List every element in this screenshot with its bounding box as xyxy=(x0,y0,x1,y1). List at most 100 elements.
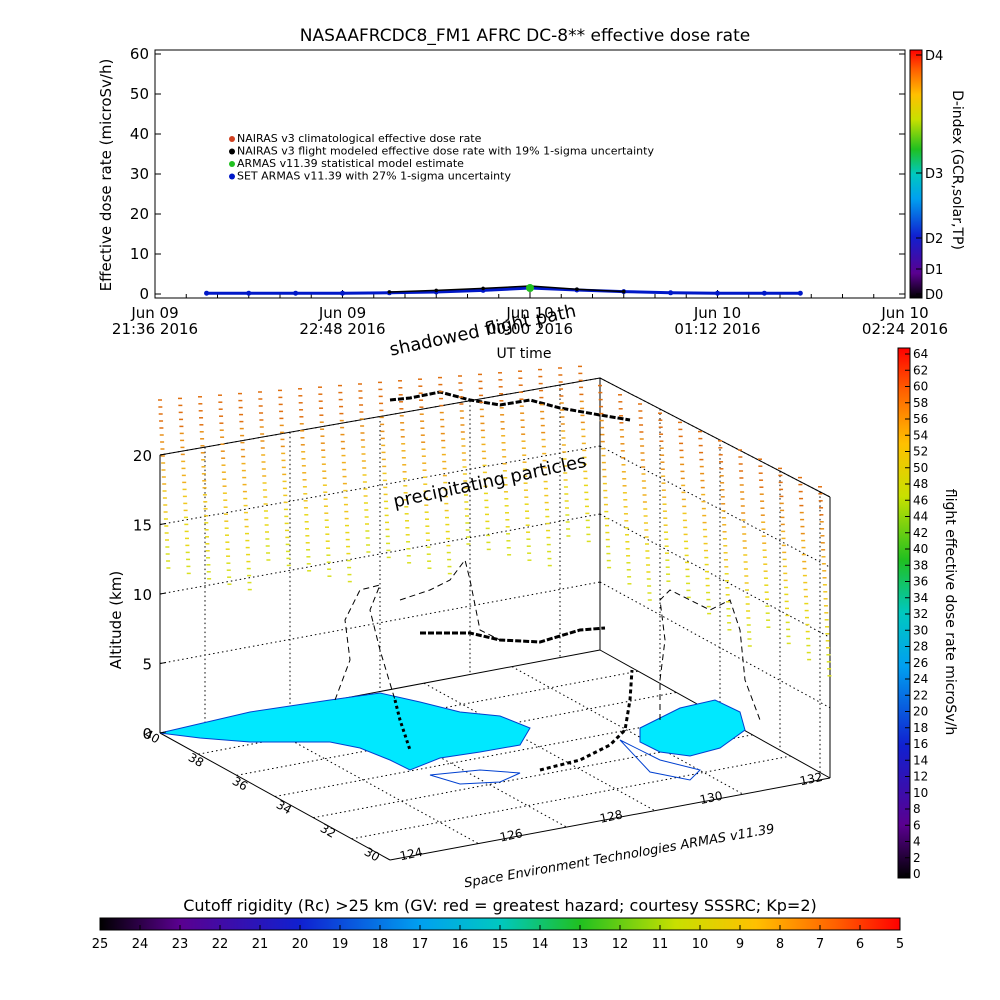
rc-tick-label: 10 xyxy=(692,937,709,952)
series-point xyxy=(246,290,252,296)
y-tick-label: 20 xyxy=(130,205,149,223)
chart-title: NASAAFRCDC8_FM1 AFRC DC-8** effective do… xyxy=(300,26,750,46)
floor-grid-line xyxy=(511,666,743,795)
z-tick-label: 20 xyxy=(133,447,152,465)
rc-tick-label: 21 xyxy=(252,937,269,952)
rc-tick-label: 16 xyxy=(452,937,469,952)
longitude-tick-label: 132 xyxy=(799,770,824,788)
dose-tick-label: 10 xyxy=(913,786,928,800)
series-point xyxy=(575,287,579,292)
dindex-tick-label: D2 xyxy=(925,232,943,247)
legend-marker xyxy=(229,173,235,180)
dose-tick-label: 42 xyxy=(913,526,928,540)
x-tick-label-date: Jun 09 xyxy=(130,304,178,322)
dindex-tick-label: D3 xyxy=(925,167,943,182)
legend-label: NAIRAS v3 climatological effective dose … xyxy=(237,132,482,145)
series-point xyxy=(621,289,626,294)
dose-tick-label: 28 xyxy=(913,640,928,654)
dose-tick-label: 32 xyxy=(913,607,928,621)
3d-grid xyxy=(159,377,831,844)
x-tick-label-date: Jun 09 xyxy=(318,304,366,322)
z-tick xyxy=(159,453,167,456)
rc-tick-label: 18 xyxy=(372,937,389,952)
rc-tick-label: 17 xyxy=(412,937,429,952)
dose-tick-label: 24 xyxy=(913,672,928,686)
series-point xyxy=(340,290,345,296)
cutoff-rigidity-ticks: 25 24 23 22 21 20 19 18 17 16 15 14 13 12 11 10 9 8 7 6 5 xyxy=(92,925,904,952)
dose-tick-label: 4 xyxy=(913,835,921,849)
rc-tick-label: 13 xyxy=(572,937,589,952)
x-tick-label-time: 21:36 2016 xyxy=(112,320,198,338)
y-tick-label: 50 xyxy=(130,85,149,103)
z-tick-label: 5 xyxy=(142,656,152,674)
dindex-colorbar-label: D-index (GCR,solar,TP) xyxy=(949,90,965,250)
grid-line xyxy=(599,581,831,709)
longitude-axis: 124 126 128 130 132 xyxy=(399,770,824,863)
dindex-colorbar xyxy=(909,49,923,299)
legend-marker xyxy=(229,161,235,167)
dose-tick-label: 52 xyxy=(913,445,928,459)
cutoff-rigidity-title: Cutoff rigidity (Rc) >25 km (GV: red = g… xyxy=(183,896,817,915)
dose-tick-label: 62 xyxy=(913,363,928,377)
dose-tick-label: 20 xyxy=(913,705,928,719)
dose-tick-label: 34 xyxy=(913,591,928,605)
latitude-tick-label: 34 xyxy=(274,797,294,817)
rc-tick-label: 23 xyxy=(172,937,189,952)
legend-label: ARMAS v11.39 statistical model estimate xyxy=(237,157,464,170)
y-tick-label: 0 xyxy=(139,285,149,303)
z-tick-label: 10 xyxy=(133,586,152,604)
longitude-tick-label: 128 xyxy=(599,807,624,825)
dose-tick-label: 48 xyxy=(913,477,928,491)
grid-line xyxy=(599,513,831,638)
dose-tick-label: 14 xyxy=(913,753,928,767)
legend-marker xyxy=(229,148,235,155)
dose-tick-label: 12 xyxy=(913,770,928,784)
series-line xyxy=(389,285,624,293)
dindex-tick-label: D4 xyxy=(925,49,943,64)
top-y-axis-label: Effective dose rate (microSv/h) xyxy=(97,59,115,292)
latitude-tick-label: 32 xyxy=(318,821,338,841)
dose-tick-label: 36 xyxy=(913,575,928,589)
dose-tick-label: 2 xyxy=(913,851,921,865)
top-x-axis-label: UT time xyxy=(497,346,552,362)
series-point xyxy=(387,290,392,294)
dindex-ticks: D0 D1 D2 D3 D4 xyxy=(916,49,943,303)
z-tick-label: 15 xyxy=(133,517,152,535)
z-tick xyxy=(159,662,167,664)
dose-tick-label: 64 xyxy=(913,347,928,361)
z-tick xyxy=(159,523,167,525)
legend-label: SET ARMAS v11.39 with 27% 1-sigma uncert… xyxy=(237,170,511,183)
x-tick-label-time: 22:48 2016 xyxy=(299,320,385,338)
z-tick-label: 0 xyxy=(142,725,152,743)
floor-grid-line xyxy=(247,715,479,844)
y-tick-label: 40 xyxy=(130,125,149,143)
rc-tick-label: 7 xyxy=(816,937,824,952)
x-tick-label-time: 00:00 2016 xyxy=(487,320,573,338)
rc-tick-label: 6 xyxy=(856,937,864,952)
latitude-tick-label: 40 xyxy=(142,727,162,747)
coastline-shadows xyxy=(334,558,761,721)
top-series xyxy=(204,284,803,296)
x-tick-label-time: 02:24 2016 xyxy=(862,320,948,338)
x-tick-label-time: 01:12 2016 xyxy=(674,320,760,338)
series-point xyxy=(481,286,485,291)
legend: NAIRAS v3 climatological effective dose … xyxy=(229,132,654,183)
dose-tick-label: 58 xyxy=(913,396,928,410)
flight-path xyxy=(389,390,634,772)
z-axis: 0 5 10 15 20 xyxy=(133,447,167,743)
series-point xyxy=(761,290,767,296)
armas-estimate-point xyxy=(526,284,534,292)
dose-tick-label: 18 xyxy=(913,721,928,735)
dose-tick-label: 38 xyxy=(913,558,928,572)
latitude-tick-label: 38 xyxy=(186,750,206,770)
dose-tick-label: 26 xyxy=(913,656,928,670)
rc-tick-label: 11 xyxy=(652,937,669,952)
dose-rate-colorbar xyxy=(897,347,911,879)
dindex-tick-label: D0 xyxy=(925,288,943,303)
rc-tick-label: 22 xyxy=(212,937,229,952)
series-point xyxy=(715,290,720,296)
land-shading xyxy=(159,692,746,785)
longitude-tick-label: 124 xyxy=(399,845,424,863)
dose-tick-label: 56 xyxy=(913,412,928,426)
